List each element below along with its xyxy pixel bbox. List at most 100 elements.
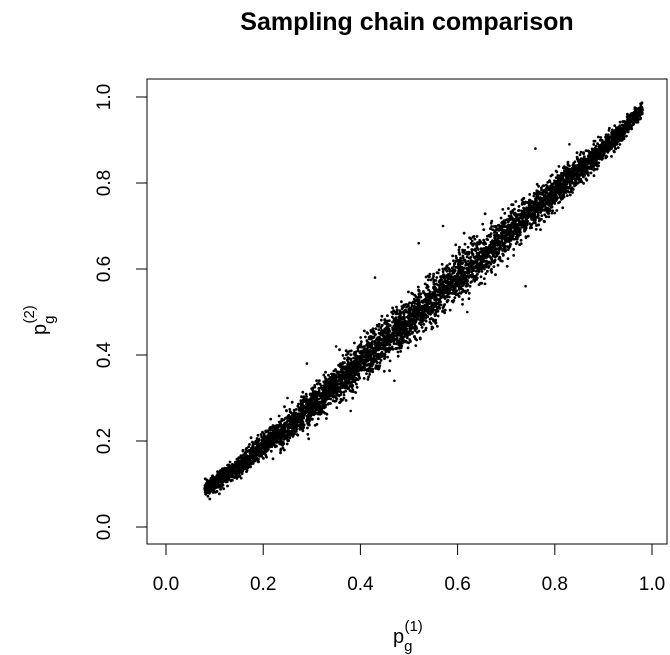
data-point (566, 170, 570, 174)
data-point (441, 309, 445, 313)
data-point (269, 417, 273, 421)
data-point (390, 315, 394, 319)
outlier-point (349, 409, 353, 413)
data-point (391, 347, 395, 351)
data-point (495, 231, 499, 235)
data-point (414, 329, 417, 332)
data-point (406, 346, 410, 350)
data-point (291, 435, 295, 438)
data-point (595, 167, 599, 171)
data-point (203, 477, 207, 481)
data-point (264, 429, 268, 433)
data-point (426, 285, 430, 289)
data-point (396, 354, 400, 358)
data-point (517, 226, 521, 230)
data-point (400, 316, 403, 319)
data-point (346, 381, 349, 385)
data-point (383, 356, 386, 360)
data-point (392, 342, 396, 345)
data-point (566, 162, 570, 166)
data-point (400, 300, 403, 304)
data-point (288, 408, 292, 411)
data-point (633, 110, 637, 113)
data-point (282, 442, 285, 445)
data-point (370, 341, 374, 344)
data-point (362, 362, 365, 366)
data-point (300, 411, 303, 414)
data-point (525, 220, 529, 224)
data-point (461, 261, 464, 265)
data-point (327, 373, 330, 377)
outlier-point (286, 396, 289, 400)
data-point (285, 409, 288, 412)
data-point (269, 449, 273, 453)
data-point (218, 492, 221, 496)
data-point (512, 248, 516, 251)
data-point (387, 350, 391, 354)
data-point (458, 245, 461, 249)
data-point (415, 327, 419, 330)
data-point (463, 258, 467, 262)
data-point (540, 214, 544, 218)
data-point (422, 330, 425, 333)
data-point (333, 382, 337, 386)
data-point (392, 319, 396, 323)
data-point (520, 220, 524, 223)
data-point (277, 420, 281, 424)
data-point (371, 327, 375, 331)
data-point (495, 228, 499, 232)
data-point (616, 146, 620, 150)
data-point (582, 182, 585, 185)
data-point (416, 285, 420, 289)
data-point (444, 291, 448, 295)
data-point (434, 318, 438, 322)
data-point (434, 313, 437, 316)
data-point (386, 355, 389, 359)
chart-title: Sampling chain comparison (240, 8, 573, 36)
data-point (480, 270, 484, 273)
data-point (462, 231, 466, 235)
data-point (428, 290, 432, 294)
data-point (424, 275, 428, 279)
data-point (380, 350, 384, 354)
data-point (418, 337, 422, 341)
data-point (399, 350, 403, 353)
data-point (534, 227, 538, 231)
data-point (249, 436, 253, 440)
data-point (362, 377, 366, 380)
data-point (414, 344, 418, 347)
data-point (341, 354, 345, 357)
data-point (536, 202, 540, 206)
data-point (506, 220, 510, 224)
data-point (513, 207, 516, 211)
data-point (452, 271, 456, 275)
data-point (283, 421, 287, 425)
outlier-point (553, 211, 557, 215)
data-point (371, 352, 375, 356)
data-point (557, 165, 561, 168)
data-point (322, 410, 326, 414)
data-point (319, 384, 323, 388)
data-point (483, 212, 487, 216)
data-point (466, 245, 470, 249)
data-point (304, 407, 308, 410)
data-point (240, 457, 244, 461)
data-point (364, 335, 367, 339)
data-point (465, 278, 469, 282)
data-point (473, 242, 477, 246)
data-point (352, 352, 356, 356)
data-point (331, 399, 335, 403)
data-point (508, 217, 511, 221)
data-point (554, 186, 558, 190)
data-point (386, 314, 389, 318)
data-point (365, 350, 369, 354)
data-point (541, 190, 545, 194)
data-point (592, 174, 596, 178)
data-point (485, 237, 489, 241)
data-point (305, 395, 308, 398)
data-point (413, 335, 416, 338)
data-point (452, 290, 456, 293)
data-point (554, 169, 558, 173)
data-point (226, 484, 229, 488)
data-point (378, 346, 381, 349)
